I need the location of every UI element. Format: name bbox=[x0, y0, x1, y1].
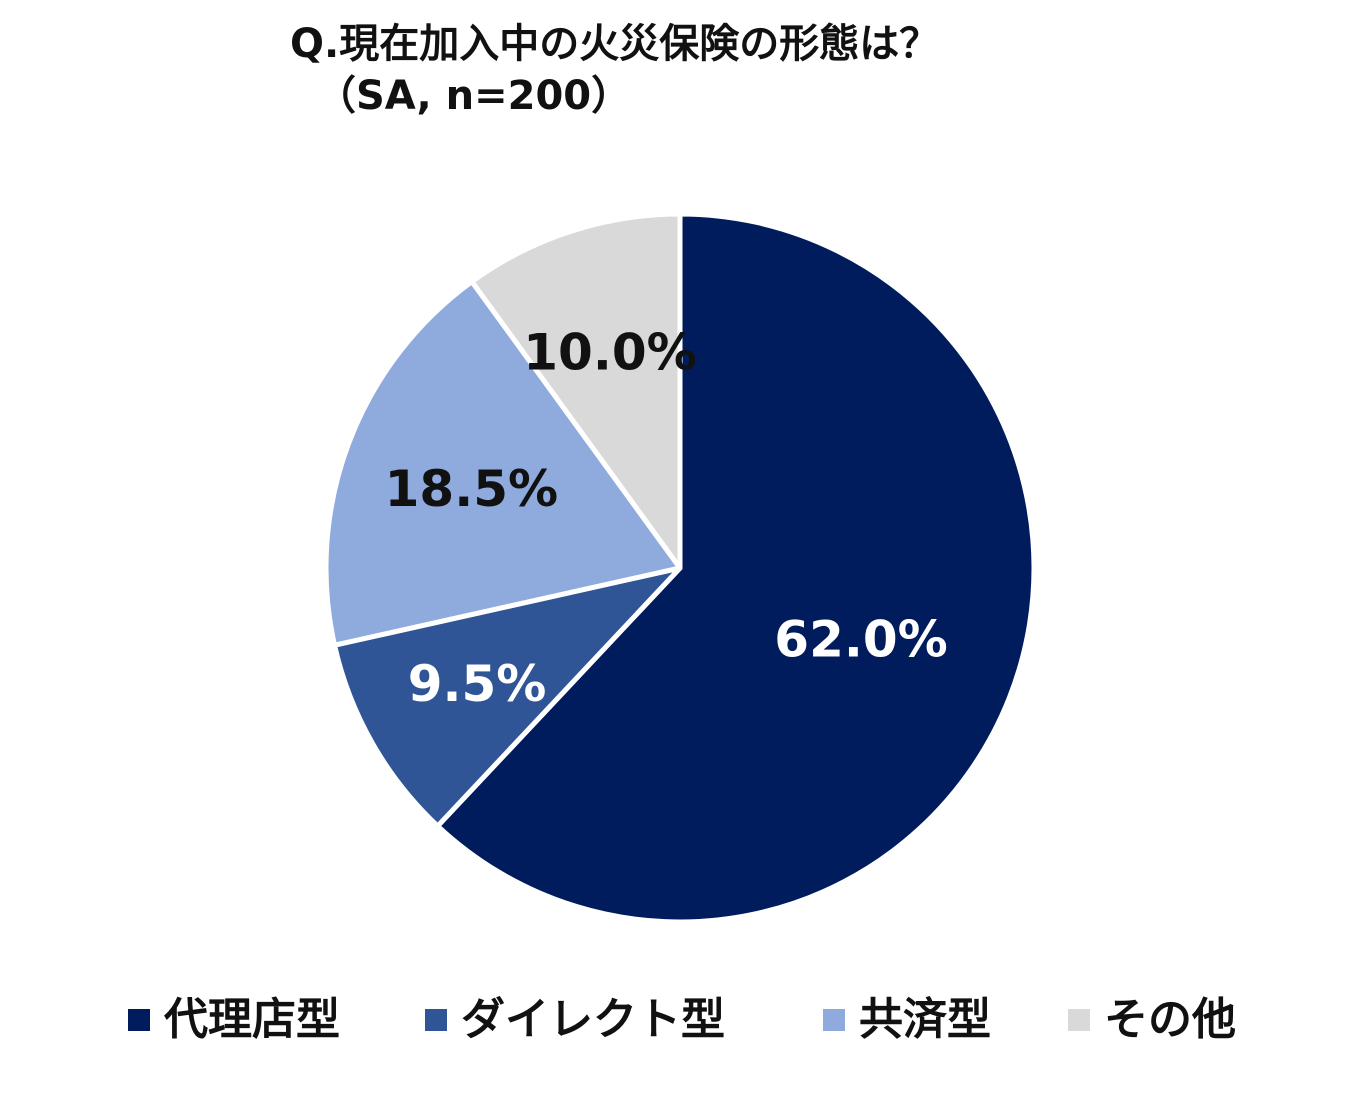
legend: 代理店型 ダイレクト型 共済型 その他 bbox=[0, 985, 1361, 1055]
legend-swatch-agency bbox=[128, 1009, 150, 1031]
legend-item-agency: 代理店型 bbox=[128, 985, 340, 1055]
chart-title: Q.現在加入中の火災保険の形態は？ （SA, n=200） bbox=[290, 18, 1050, 122]
pie-data-label-other: 10.0% bbox=[523, 324, 696, 382]
legend-label-mutual-aid: 共済型 bbox=[859, 994, 991, 1045]
legend-swatch-other bbox=[1068, 1009, 1090, 1031]
legend-label-agency: 代理店型 bbox=[164, 994, 340, 1045]
legend-label-direct: ダイレクト型 bbox=[461, 994, 725, 1045]
legend-swatch-direct bbox=[425, 1009, 447, 1031]
chart-title-line1: Q.現在加入中の火災保険の形態は？ bbox=[290, 21, 940, 67]
pie-slice-mutual-aid bbox=[323, 279, 683, 648]
legend-swatch-mutual-aid bbox=[823, 1009, 845, 1031]
pie-slice-other bbox=[469, 211, 683, 571]
legend-item-direct: ダイレクト型 bbox=[425, 985, 725, 1055]
legend-item-mutual-aid: 共済型 bbox=[823, 985, 991, 1055]
pie-data-label-agency: 62.0% bbox=[774, 611, 947, 669]
legend-item-other: その他 bbox=[1068, 985, 1236, 1055]
pie-data-label-direct: 9.5% bbox=[408, 655, 547, 713]
pie-data-label-mutual-aid: 18.5% bbox=[385, 460, 558, 518]
pie-slice-direct bbox=[332, 565, 683, 829]
chart-title-line2: （SA, n=200） bbox=[316, 73, 632, 119]
legend-label-other: その他 bbox=[1104, 994, 1236, 1045]
pie-slice-agency bbox=[435, 211, 1037, 925]
